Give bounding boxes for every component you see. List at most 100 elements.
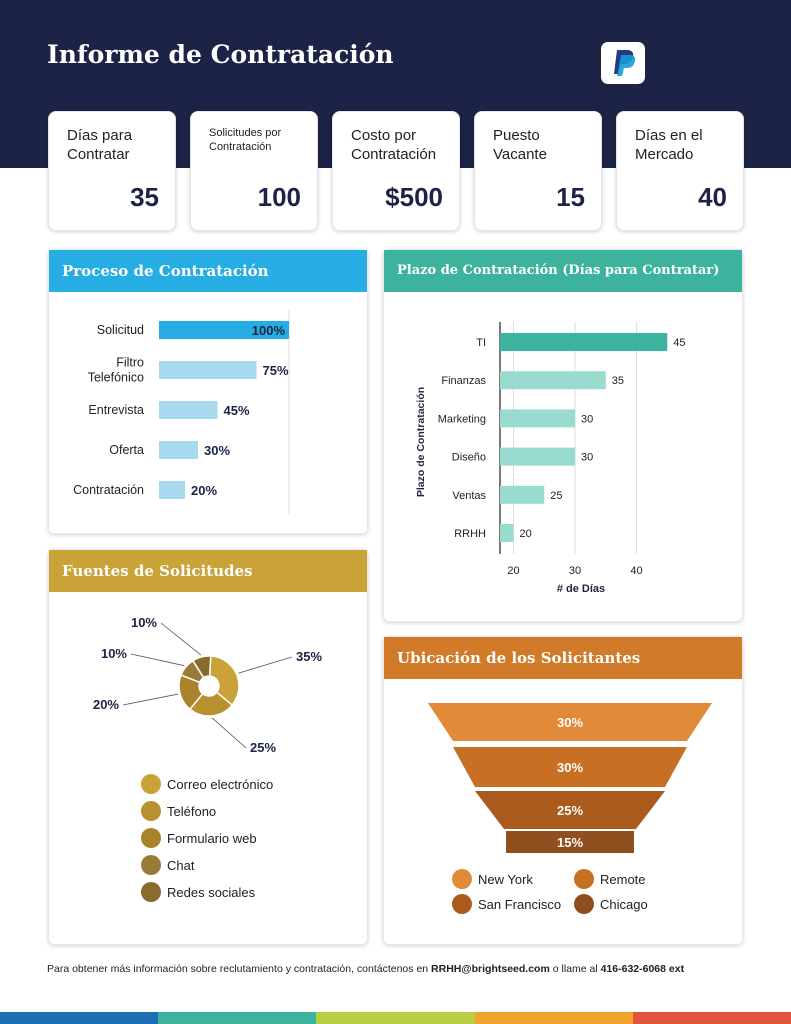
data-label: 45% <box>224 403 250 418</box>
legend-label: Correo electrónico <box>167 776 274 792</box>
panel-title: Plazo de Contratación (Días para Contrat… <box>384 250 742 292</box>
tick-label: Filtro <box>116 356 144 370</box>
legend-label: New York <box>478 871 533 887</box>
kpi-label: Días para Contratar <box>67 127 133 163</box>
data-label: 25% <box>557 803 583 818</box>
kpi-value: 35 <box>130 182 159 212</box>
chart-fuentes: 35% 25% 20% 10% 10% <box>93 615 322 755</box>
panel-plazo: Plazo de Contratación (Días para Contrat… <box>383 249 743 622</box>
legend-label: Redes sociales <box>167 884 256 900</box>
panel-title: Proceso de Contratación <box>49 250 367 292</box>
y-tick-label: Marketing <box>438 413 486 425</box>
legend-label: San Francisco <box>478 896 562 912</box>
legend-swatch <box>141 801 161 821</box>
funnel-segment <box>428 703 712 741</box>
bar <box>500 333 668 351</box>
bar <box>500 447 576 466</box>
data-label: 10% <box>131 615 157 630</box>
kpi-card-dias-mercado: Días en el Mercado 40 <box>616 111 744 231</box>
leader-line <box>238 656 293 674</box>
y-tick-label: TI <box>476 337 486 349</box>
data-label: 30% <box>204 443 230 458</box>
legend-redes: Redes sociales <box>141 882 255 902</box>
kpi-value: 100 <box>257 182 301 212</box>
y-tick-label: Diseño <box>452 452 486 464</box>
panel-proceso: Proceso de Contratación Solicitud 100% Fil… <box>48 249 368 534</box>
stripe-segment <box>474 1012 634 1024</box>
bar <box>500 371 606 390</box>
bar <box>500 524 514 542</box>
legend-label: Teléfono <box>167 803 217 819</box>
legend-swatch <box>452 869 472 889</box>
kpi-value: 40 <box>698 182 727 212</box>
data-label: 45 <box>673 337 685 349</box>
bar <box>159 401 218 419</box>
kpi-card-puesto-vacante: Puesto Vacante 15 <box>474 111 602 231</box>
legend-remote: Remote <box>574 869 646 889</box>
funnel-segment <box>453 747 687 787</box>
x-axis-label: # de Días <box>557 583 605 595</box>
legend-swatch <box>452 894 472 914</box>
tick-label: Oferta <box>109 443 144 457</box>
x-tick-label: 30 <box>569 565 581 577</box>
data-label: 100% <box>252 323 286 338</box>
paypal-logo-icon <box>601 42 645 84</box>
data-label: 30% <box>557 760 583 775</box>
legend-label: Chicago <box>600 896 648 912</box>
bar <box>500 409 576 428</box>
data-label: 20% <box>93 697 119 712</box>
stripe-segment <box>316 1012 476 1024</box>
y-tick-label: RRHH <box>454 528 486 540</box>
footer-email-link[interactable]: RRHH@brightseed.com <box>431 963 550 975</box>
legend-label: Chat <box>167 857 195 873</box>
tick-label: Entrevista <box>88 403 144 417</box>
data-label: 30 <box>581 452 593 464</box>
data-label: 20% <box>191 483 217 498</box>
legend-formulario: Formulario web <box>141 828 257 848</box>
legend-sanfrancisco: San Francisco <box>452 894 561 914</box>
leader-line <box>130 653 185 667</box>
legend-swatch <box>141 828 161 848</box>
data-label: 30 <box>581 413 593 425</box>
data-label: 25 <box>550 490 562 502</box>
y-axis-label: Plazo de Contratación <box>415 387 427 497</box>
pie-slice <box>208 655 240 707</box>
data-label: 75% <box>263 363 289 378</box>
kpi-card-costo: Costo por Contratación $500 <box>332 111 460 231</box>
panel-title: Ubicación de los Solicitantes <box>384 637 742 679</box>
data-label: 25% <box>250 740 276 755</box>
legend-swatch <box>574 869 594 889</box>
bar <box>159 441 198 459</box>
legend-newyork: New York <box>452 869 533 889</box>
legend-swatch <box>141 855 161 875</box>
funnel-segment <box>506 831 634 853</box>
y-tick-label: Finanzas <box>441 375 486 387</box>
chart-plazo: 20 30 40 TI 45 Finanzas 35 Marketing 30 Diseño 30 V… <box>415 322 686 595</box>
data-label: 35% <box>296 649 322 664</box>
legend-swatch <box>141 774 161 794</box>
panel-ubicacion: Ubicación de los Solicitantes 30% 30% 25% 1… <box>383 636 743 945</box>
legend-correo: Correo electrónico <box>141 774 273 794</box>
kpi-card-dias-para-contratar: Días para Contratar 35 <box>48 111 176 231</box>
data-label: 30% <box>557 715 583 730</box>
bar <box>159 481 185 499</box>
footer-text-mid: o llame al <box>549 963 601 975</box>
data-label: 35 <box>612 375 624 387</box>
funnel-segment <box>475 791 665 829</box>
tick-label: Telefónico <box>88 371 144 385</box>
data-label: 15% <box>557 835 583 850</box>
y-tick-label: Ventas <box>452 490 486 502</box>
chart-ubicacion: 30% 30% 25% 15% <box>428 703 712 853</box>
stripe-segment <box>0 1012 159 1024</box>
x-tick-label: 20 <box>507 565 519 577</box>
bar <box>159 361 257 379</box>
kpi-value: $500 <box>385 182 443 212</box>
bar <box>500 485 545 504</box>
legend-telefono: Teléfono <box>141 801 216 821</box>
leader-line <box>160 622 202 656</box>
stripe-segment <box>158 1012 318 1024</box>
legend-chicago: Chicago <box>574 894 648 914</box>
legend-swatch <box>141 882 161 902</box>
data-label: 20 <box>520 528 532 540</box>
